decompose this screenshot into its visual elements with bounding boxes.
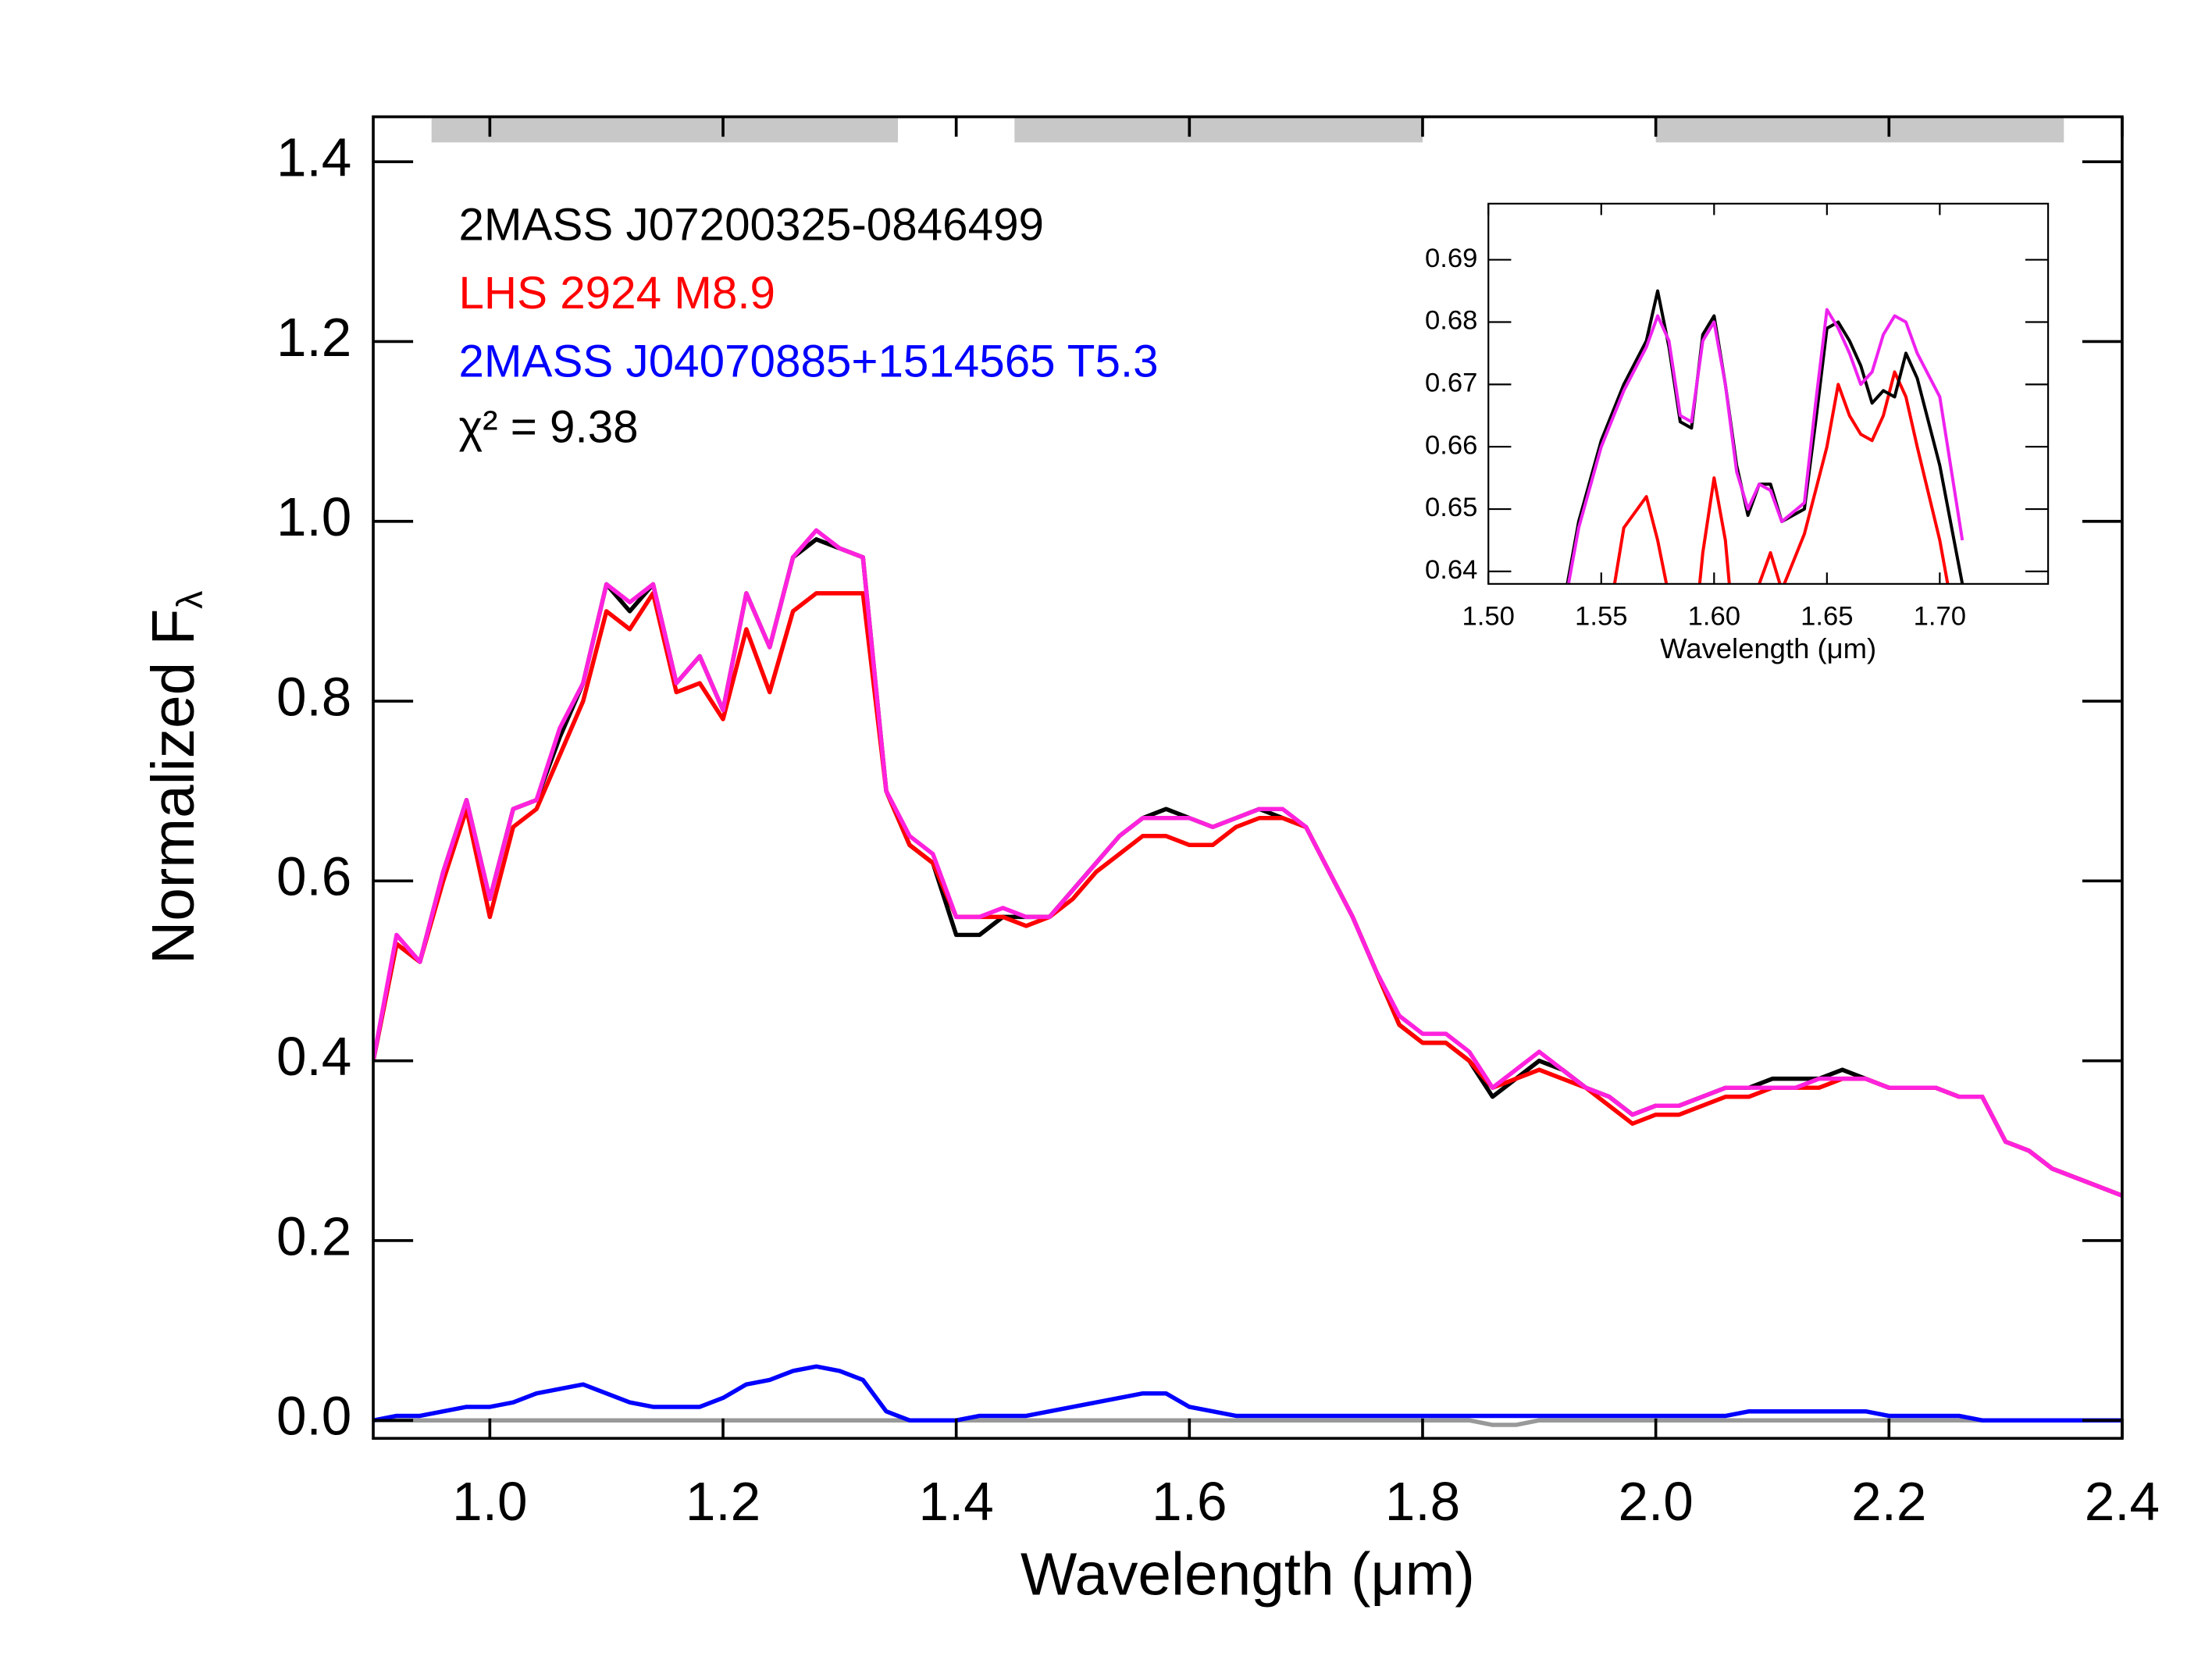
x-tick-label: 1.2	[686, 1471, 760, 1532]
x-tick-label: 1.50	[1462, 601, 1515, 631]
y-tick-label: 0.69	[1425, 244, 1477, 273]
series-line	[373, 1418, 2122, 1427]
y-axis-label: Normalized Fλ	[141, 591, 209, 964]
x-tick-label: 2.2	[1851, 1471, 1926, 1532]
x-axis-label: Wavelength (μm)	[1660, 632, 1876, 664]
y-tick-label: 0.8	[276, 666, 351, 727]
plot-frame	[372, 115, 2124, 1440]
x-tick-label: 1.6	[1152, 1471, 1227, 1532]
x-tick-label: 1.65	[1801, 601, 1853, 631]
series-line	[1566, 308, 1964, 584]
plot-frame	[1487, 202, 2050, 585]
legend-entry: 2MASS J04070885+1514565 T5.3	[458, 336, 1158, 386]
legend-entry: LHS 2924 M8.9	[458, 268, 775, 319]
x-tick-label: 1.55	[1575, 601, 1627, 631]
x-tick-label: 1.8	[1385, 1471, 1460, 1532]
y-tick-label: 0.0	[276, 1386, 351, 1447]
y-tick-label: 0.65	[1425, 493, 1477, 522]
y-tick-label: 0.4	[276, 1026, 351, 1087]
plot-area	[373, 528, 2122, 1427]
y-tick-label: 0.68	[1425, 306, 1477, 336]
series-line	[1612, 370, 1950, 584]
shaded-range	[1655, 118, 2064, 143]
y-tick-label: 0.64	[1425, 555, 1477, 585]
x-tick-label: 1.4	[919, 1471, 994, 1532]
y-tick-label: 0.66	[1425, 430, 1477, 460]
x-tick-label: 1.0	[452, 1471, 527, 1532]
y-tick-label: 1.4	[276, 126, 351, 187]
annotation: χ² = 9.38	[458, 401, 638, 452]
x-axis-label: Wavelength (μm)	[1021, 1542, 1475, 1608]
x-tick-label: 1.60	[1688, 601, 1740, 631]
y-tick-label: 1.2	[276, 307, 351, 368]
series-line	[373, 1364, 2122, 1423]
series-line	[373, 591, 2122, 1198]
y-tick-label: 0.6	[276, 846, 351, 907]
series-line	[373, 528, 2122, 1198]
x-tick-label: 2.0	[1618, 1471, 1693, 1532]
plot-area	[1565, 289, 1964, 584]
y-tick-label: 0.2	[276, 1205, 351, 1266]
y-axis-label-subscript: λ	[169, 591, 210, 609]
series-line	[1565, 289, 1964, 584]
x-tick-label: 2.4	[2085, 1471, 2160, 1532]
x-tick-label: 1.70	[1914, 601, 1966, 631]
legend-entry: 2MASS J07200325-0846499	[458, 199, 1044, 250]
shaded-range	[1014, 118, 1423, 143]
shaded-range	[431, 118, 899, 143]
y-tick-label: 0.67	[1425, 369, 1477, 398]
y-tick-label: 1.0	[276, 486, 351, 547]
y-axis-label-text: Normalized F	[141, 609, 207, 964]
